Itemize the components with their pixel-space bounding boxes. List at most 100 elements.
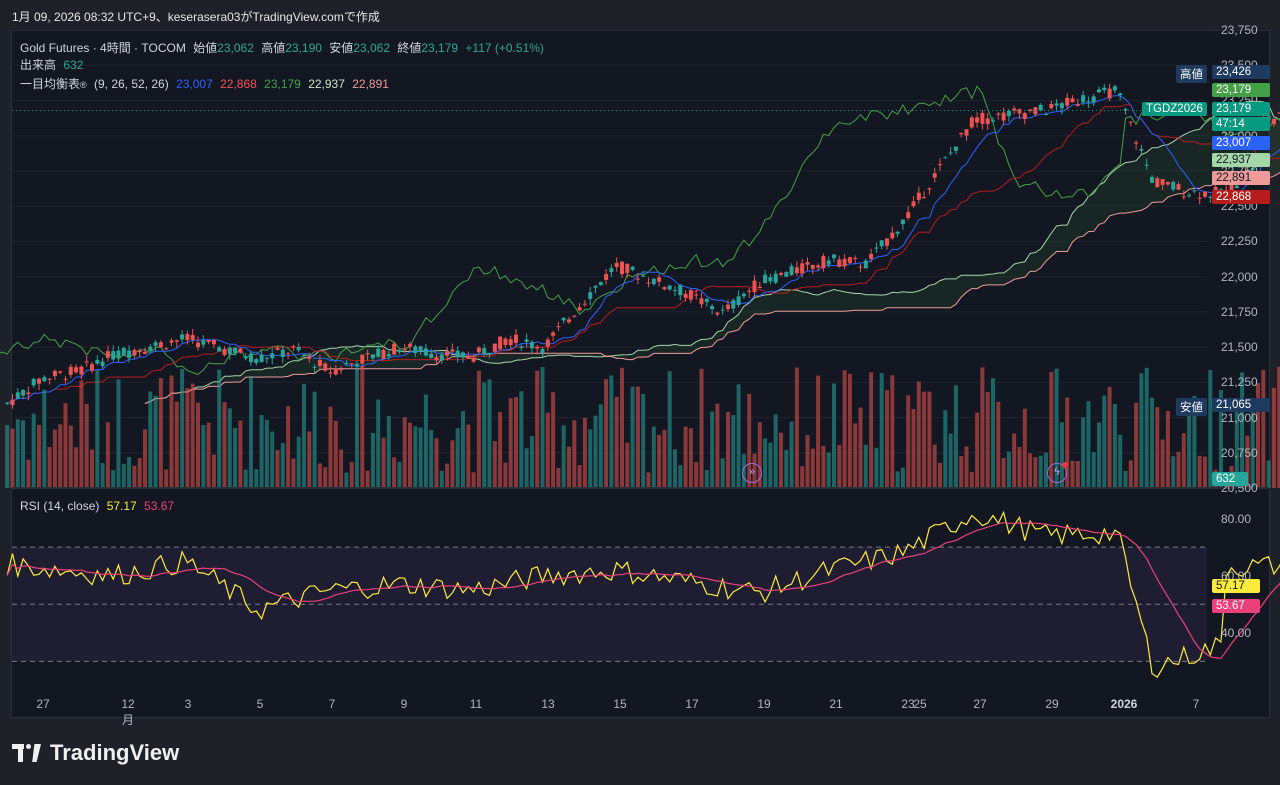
candle-body	[832, 254, 836, 259]
volume-bar	[1086, 401, 1091, 488]
volume-bar	[641, 394, 646, 488]
volume-bar	[885, 390, 889, 488]
alert-bolt-icon[interactable]: ϟ	[1047, 463, 1067, 483]
volume-bar	[413, 426, 418, 488]
candle-body	[1203, 191, 1207, 197]
legend-rsi[interactable]: RSI (14, close) 57.17 53.67	[20, 499, 178, 513]
volume-bar	[217, 369, 222, 488]
candle-body	[15, 392, 20, 399]
caption-text: 1月 09, 2026 08:32 UTC+9、keserasera03がTra…	[12, 10, 380, 24]
volume-bar	[280, 443, 285, 488]
candle-body	[720, 309, 725, 311]
volume-bar	[37, 424, 41, 488]
candle-body	[1234, 185, 1239, 189]
time-tick-label: 27	[36, 697, 50, 711]
volume-bar	[927, 391, 932, 488]
time-tick-label: 17	[685, 697, 699, 711]
volume-bar	[1107, 386, 1112, 488]
volume-bar	[816, 375, 821, 488]
volume-bar	[895, 471, 900, 488]
candle-body	[922, 197, 927, 199]
candle-body	[805, 262, 810, 265]
candle-body	[355, 363, 359, 367]
legend-high: 23,190	[285, 41, 322, 55]
volume-bar	[938, 462, 942, 488]
candle-body	[853, 257, 858, 259]
rsi-ma-badge: 53.67	[1212, 599, 1260, 613]
tenkan-sen-line	[7, 95, 1280, 404]
volume-bar	[858, 407, 863, 488]
candle-body	[630, 266, 635, 270]
candle-body	[5, 402, 10, 404]
candle-body	[1001, 112, 1006, 121]
legend-tenkan: 23,007	[176, 77, 213, 91]
volume-bar	[975, 412, 980, 488]
volume-bar	[317, 463, 322, 488]
legend-close: 23,179	[421, 41, 459, 55]
volume-bar	[1261, 369, 1266, 488]
candle-body	[1181, 196, 1186, 198]
volume-bar	[900, 467, 905, 488]
volume-bar	[508, 398, 513, 488]
candle-body	[816, 265, 821, 268]
candle-body	[10, 399, 15, 406]
volume-bar	[180, 368, 185, 488]
volume-bar	[116, 379, 121, 488]
candle-body	[948, 152, 953, 154]
candle-body	[641, 275, 646, 277]
volume-bar	[879, 373, 884, 488]
volume-bar	[74, 447, 79, 488]
legend-symbol[interactable]: Gold Futures · 4時間 · TOCOM	[20, 41, 186, 55]
price-tick-label: 23,750	[1221, 23, 1258, 37]
volume-bar	[249, 376, 253, 488]
candle-body	[567, 319, 571, 323]
legend-volume[interactable]: 出来高 632	[20, 56, 87, 73]
legend-open-label: 始値	[193, 41, 218, 55]
volume-bar	[206, 422, 211, 488]
candle-body	[227, 347, 232, 355]
volume-bar	[514, 397, 518, 488]
candle-body	[296, 347, 301, 351]
volume-bar	[646, 472, 651, 488]
volume-bar	[1065, 397, 1070, 488]
volume-bar	[63, 403, 68, 488]
volume-bar	[68, 425, 73, 488]
volume-bar	[84, 403, 89, 488]
brand-name: TradingView	[50, 740, 180, 765]
volume-bar	[1245, 435, 1250, 488]
volume-bar	[699, 368, 704, 488]
candle-body	[386, 354, 391, 357]
volume-bar	[10, 428, 15, 488]
candle-body	[879, 240, 884, 247]
candle-body	[916, 192, 921, 200]
candle-body	[116, 350, 121, 358]
rsi-tick-label: 80.00	[1221, 511, 1252, 526]
candle-body	[344, 362, 349, 364]
candle-body	[402, 348, 407, 351]
legend-ichimoku[interactable]: 一目均衡表® (9, 26, 52, 26) 23,007 22,868 23,…	[20, 75, 393, 92]
candle-body	[524, 339, 529, 342]
candle-body	[1033, 107, 1038, 115]
volume-bar	[874, 447, 879, 488]
volume-bar	[1123, 470, 1128, 488]
candle-body	[137, 350, 142, 353]
candle-body	[588, 292, 593, 299]
volume-bar	[439, 470, 444, 488]
volume-bar	[1017, 447, 1022, 488]
volume-bar	[985, 391, 990, 488]
legend-chikou: 23,179	[264, 77, 301, 91]
candle-body	[280, 349, 285, 358]
candle-body	[37, 378, 41, 384]
candle-body	[651, 278, 656, 285]
volume-bar	[673, 449, 677, 488]
volume-bar	[418, 427, 423, 488]
candle-body	[991, 120, 995, 122]
candle-body	[476, 347, 481, 353]
volume-bar	[847, 373, 852, 488]
candle-body	[58, 371, 63, 373]
replay-icon[interactable]: »	[742, 463, 762, 483]
candle-body	[726, 304, 730, 310]
candle-body	[1271, 118, 1276, 125]
volume-bar	[492, 441, 497, 488]
